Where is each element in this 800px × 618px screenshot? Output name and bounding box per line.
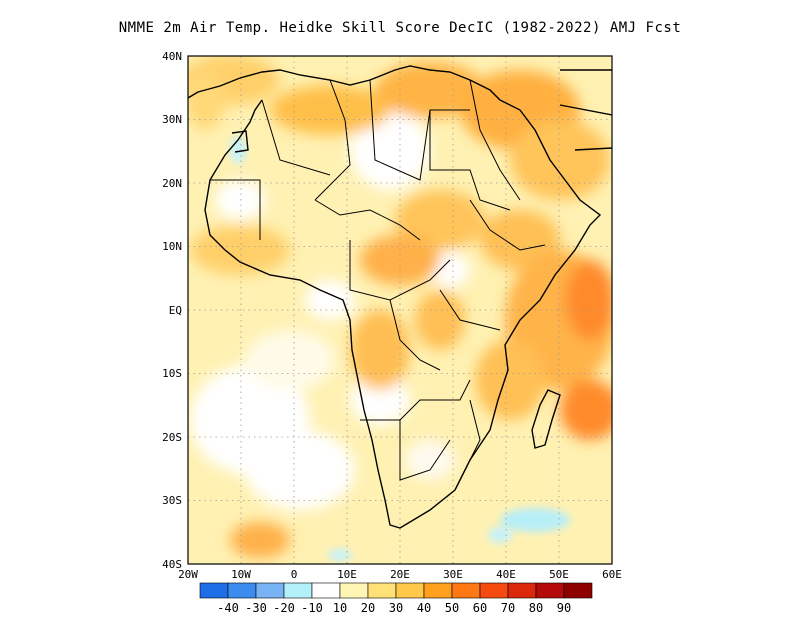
lat-tick: 30S [162,494,182,507]
colorbar-swatch [227,582,257,599]
colorbar: -40 -30 -20 -10 10 20 30 40 50 60 70 80 90 [199,582,593,615]
colorbar-swatch [283,582,313,599]
colorbar-swatch [367,582,397,599]
lat-tick: 20N [162,177,182,190]
lat-tick: 10N [162,240,182,253]
lon-tick: 50E [549,568,569,581]
colorbar-label: 80 [529,601,543,615]
colorbar-label: 10 [333,601,347,615]
colorbar-label: -10 [301,601,323,615]
skill-field [188,56,612,564]
colorbar-label: 40 [417,601,431,615]
colorbar-swatch [507,582,537,599]
lat-tick: EQ [169,304,182,317]
colorbar-label: 30 [389,601,403,615]
colorbar-label: 70 [501,601,515,615]
lat-tick: 40N [162,50,182,63]
colorbar-swatch [199,582,229,599]
coastlines [188,65,612,529]
lon-tick: 20W [178,568,198,581]
colorbar-label: -40 [217,601,239,615]
lat-tick: 20S [162,431,182,444]
colorbar-swatch [479,582,509,599]
lon-tick: 40E [496,568,516,581]
lon-tick: 10W [231,568,251,581]
colorbar-swatch [451,582,481,599]
lon-axis: 20W 10W 0 10E 20E 30E 40E 50E 60E [178,568,622,581]
colorbar-label: 50 [445,601,459,615]
colorbar-swatch [395,582,425,599]
lon-tick: 20E [390,568,410,581]
colorbar-label: -20 [273,601,295,615]
colorbar-swatch [255,582,285,599]
lon-tick: 0 [291,568,298,581]
country-borders [210,79,546,481]
lon-tick: 10E [337,568,357,581]
lat-tick: 10S [162,367,182,380]
colorbar-label: 60 [473,601,487,615]
plot-frame [187,55,613,565]
lat-tick: 30N [162,113,182,126]
map-title: NMME 2m Air Temp. Heidke Skill Score Dec… [118,20,682,36]
colorbar-swatch [535,582,565,599]
colorbar-swatch [563,582,593,599]
lat-axis: 40N 30N 20N 10N EQ 10S 20S 30S 40S [162,50,182,571]
colorbar-swatch [423,582,453,599]
lon-tick: 60E [602,568,622,581]
colorbar-swatch [339,582,369,599]
lon-tick: 30E [443,568,463,581]
colorbar-label: 90 [557,601,571,615]
colorbar-swatch [311,582,341,599]
colorbar-label: -30 [245,601,267,615]
lat-tick: 40S [162,558,182,571]
colorbar-label: 20 [361,601,375,615]
